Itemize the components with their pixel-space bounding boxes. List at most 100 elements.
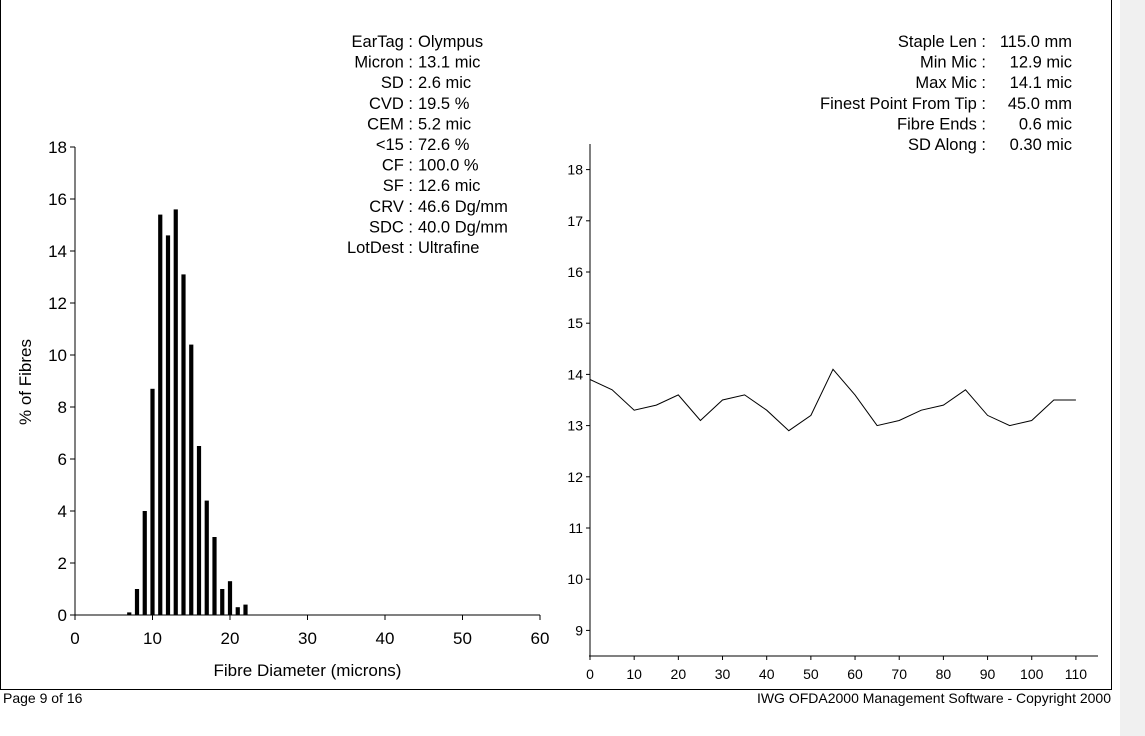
line-x-tick-label: 0	[586, 666, 594, 682]
stat-right-value: 12.9 mic	[1010, 54, 1072, 72]
hist-x-tick-label: 40	[376, 629, 395, 648]
stat-left-label: SDC :	[369, 218, 413, 236]
line-y-tick-label: 17	[567, 213, 583, 229]
stat-left-value: 13.1 mic	[418, 54, 480, 72]
hist-x-tick-label: 50	[453, 629, 472, 648]
line-x-tick-label: 110	[1065, 666, 1088, 682]
stat-left-value: Olympus	[418, 33, 483, 51]
hist-bar	[220, 589, 225, 615]
hist-bar	[134, 589, 140, 615]
stat-left-value: 100.0 %	[418, 157, 479, 175]
line-y-tick-label: 14	[567, 366, 583, 382]
stat-right-label: SD Along :	[908, 136, 986, 154]
line-x-tick-label: 40	[759, 666, 775, 682]
hist-bar	[173, 209, 178, 615]
profile-line-chart: 9 10 11 12 13 14 15 16 17 18 0 10 20 30 40 50 60 70 80 90 10…	[567, 144, 1098, 682]
hist-x-tick-label: 30	[298, 629, 317, 648]
stat-right-value: 0.30 mic	[1010, 136, 1072, 154]
line-x-tick-label: 50	[803, 666, 819, 682]
hist-bar	[235, 607, 240, 615]
line-y-tick-label: 18	[567, 162, 583, 178]
histogram-chart: 0 2 4 6 8 10 12 14 16 18 0 10 20 30 40 50 60 Fibre Diamet…	[16, 138, 549, 680]
stat-right-label: Staple Len :	[898, 33, 986, 51]
hist-bar	[142, 511, 147, 615]
hist-y-tick-label: 0	[58, 606, 67, 625]
stat-left-value: 40.0 Dg/mm	[418, 218, 508, 236]
line-x-tick-label: 30	[715, 666, 731, 682]
line-x-tick-label: 90	[980, 666, 996, 682]
hist-x-tick-label: 20	[221, 629, 240, 648]
stat-right-value: 14.1 mic	[1010, 74, 1072, 92]
hist-bar	[196, 446, 202, 615]
stat-left-value: 19.5 %	[418, 95, 470, 113]
line-x-tick-label: 60	[847, 666, 863, 682]
line-x-tick-label: 10	[626, 666, 642, 682]
stat-left-label: SF :	[383, 177, 413, 195]
hist-y-tick-label: 16	[48, 190, 67, 209]
stat-left-value: Ultrafine	[418, 239, 479, 257]
stat-left-label: LotDest :	[347, 239, 413, 257]
stats-left-panel: EarTag : Olympus Micron : 13.1 mic SD : 2.6 m…	[347, 33, 508, 257]
line-x-tick-label: 70	[891, 666, 907, 682]
hist-bar	[150, 388, 155, 615]
report-frame	[0, 0, 1112, 690]
line-y-tick-label: 10	[567, 571, 583, 587]
line-y-tick-label: 15	[567, 315, 583, 331]
stat-left-value: 12.6 mic	[418, 177, 480, 195]
stat-right-value: 45.0 mm	[1008, 95, 1072, 113]
hist-y-tick-label: 8	[58, 398, 67, 417]
hist-x-axis-title: Fibre Diameter (microns)	[214, 661, 402, 680]
stat-left-label: CRV :	[369, 198, 413, 216]
hist-x-tick-label: 10	[143, 629, 162, 648]
line-y-tick-label: 13	[567, 418, 583, 434]
hist-y-tick-label: 6	[58, 450, 67, 469]
mic-profile-line	[589, 368, 1076, 432]
hist-x-tick-label: 60	[531, 629, 550, 648]
hist-y-tick-label: 12	[48, 294, 67, 313]
stat-right-label: Finest Point From Tip :	[820, 95, 986, 113]
copyright-text: IWG OFDA2000 Management Software - Copyr…	[756, 690, 1111, 706]
stat-right-label: Max Mic :	[915, 74, 986, 92]
line-y-tick-label: 11	[568, 520, 583, 536]
hist-bar	[158, 214, 163, 615]
hist-y-tick-label: 14	[48, 242, 67, 261]
stat-left-label: CF :	[382, 157, 413, 175]
stat-right-value: 115.0 mm	[1000, 33, 1072, 51]
line-x-tick-label: 80	[936, 666, 952, 682]
hist-bar	[127, 612, 132, 615]
hist-bar	[227, 581, 233, 615]
stat-left-value: 2.6 mic	[418, 74, 471, 92]
hist-bar	[165, 235, 171, 615]
hist-y-tick-label: 2	[58, 554, 67, 573]
stat-left-label: Micron :	[354, 54, 413, 72]
stat-left-label: CVD :	[369, 95, 413, 113]
window-edge	[1120, 0, 1145, 736]
hist-bar	[243, 604, 248, 615]
stat-right-label: Min Mic :	[920, 54, 986, 72]
line-x-tick-label: 100	[1020, 666, 1044, 682]
hist-y-axis-title: % of Fibres	[16, 339, 35, 425]
stat-left-value: 5.2 mic	[418, 115, 471, 133]
stat-right-label: Fibre Ends :	[897, 115, 986, 133]
stat-left-value: 72.6 %	[418, 136, 470, 154]
line-y-tick-label: 16	[567, 264, 583, 280]
stat-left-label: SD :	[381, 74, 413, 92]
page-number: Page 9 of 16	[3, 690, 83, 706]
line-y-tick-label: 12	[567, 469, 583, 485]
hist-y-tick-label: 18	[48, 138, 67, 157]
hist-y-tick-label: 4	[58, 502, 67, 521]
stat-left-label: <15 :	[376, 136, 413, 154]
stats-right-panel: Staple Len : 115.0 mm Min Mic : 12.9 mic Max…	[820, 33, 1072, 154]
hist-bar	[189, 344, 194, 615]
hist-x-tick-label: 0	[70, 629, 79, 648]
line-x-tick-label: 20	[671, 666, 687, 682]
hist-bar	[181, 274, 186, 615]
stat-left-label: EarTag :	[352, 33, 413, 51]
hist-y-tick-label: 10	[48, 346, 67, 365]
hist-bar	[204, 500, 209, 615]
line-y-tick-label: 9	[575, 622, 583, 638]
stat-left-label: CEM :	[367, 115, 413, 133]
stat-right-value: 0.6 mic	[1019, 115, 1072, 133]
stat-left-value: 46.6 Dg/mm	[418, 198, 508, 216]
